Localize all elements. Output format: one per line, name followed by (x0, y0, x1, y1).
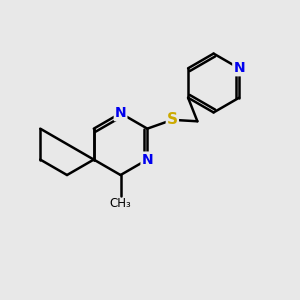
Text: N: N (115, 106, 126, 120)
Text: S: S (167, 112, 178, 127)
Text: N: N (233, 61, 245, 75)
Text: N: N (142, 153, 153, 166)
Text: CH₃: CH₃ (110, 197, 131, 210)
